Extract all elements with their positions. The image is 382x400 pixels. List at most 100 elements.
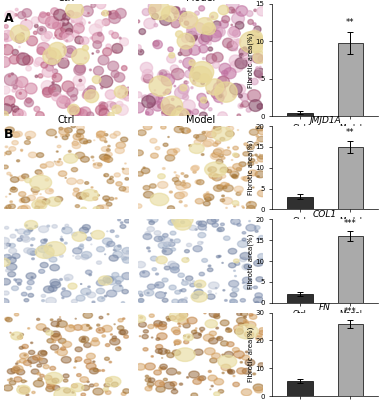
Circle shape bbox=[19, 192, 26, 196]
Bar bbox=[338, 324, 363, 396]
Circle shape bbox=[57, 319, 62, 322]
Circle shape bbox=[46, 50, 57, 59]
Circle shape bbox=[26, 286, 32, 290]
Circle shape bbox=[110, 134, 117, 138]
Circle shape bbox=[232, 288, 239, 292]
Circle shape bbox=[59, 56, 62, 58]
Circle shape bbox=[213, 62, 220, 68]
Circle shape bbox=[60, 18, 69, 26]
Circle shape bbox=[235, 328, 243, 334]
Circle shape bbox=[35, 246, 54, 258]
Circle shape bbox=[225, 352, 233, 357]
Circle shape bbox=[94, 191, 97, 192]
Circle shape bbox=[0, 56, 10, 67]
Circle shape bbox=[139, 336, 141, 337]
Circle shape bbox=[0, 298, 9, 305]
Circle shape bbox=[9, 244, 15, 248]
Circle shape bbox=[52, 87, 55, 90]
Circle shape bbox=[253, 373, 256, 375]
Circle shape bbox=[180, 114, 183, 116]
Circle shape bbox=[210, 26, 223, 38]
Circle shape bbox=[84, 57, 87, 59]
Circle shape bbox=[105, 357, 109, 360]
Circle shape bbox=[248, 170, 257, 176]
Circle shape bbox=[16, 369, 25, 375]
Circle shape bbox=[202, 258, 207, 262]
Circle shape bbox=[35, 58, 44, 65]
Circle shape bbox=[222, 198, 233, 204]
Circle shape bbox=[53, 290, 56, 292]
Circle shape bbox=[10, 177, 19, 182]
Circle shape bbox=[72, 100, 74, 102]
Circle shape bbox=[149, 386, 152, 388]
Circle shape bbox=[79, 107, 91, 117]
Circle shape bbox=[196, 180, 204, 185]
Circle shape bbox=[233, 175, 238, 179]
Circle shape bbox=[257, 176, 259, 177]
Circle shape bbox=[203, 201, 210, 206]
Circle shape bbox=[219, 154, 223, 157]
Circle shape bbox=[18, 52, 25, 59]
Circle shape bbox=[26, 394, 29, 396]
Circle shape bbox=[254, 26, 261, 32]
Circle shape bbox=[136, 45, 141, 50]
Circle shape bbox=[197, 242, 202, 245]
Circle shape bbox=[75, 36, 83, 44]
Circle shape bbox=[34, 61, 40, 66]
Circle shape bbox=[193, 80, 195, 81]
Circle shape bbox=[47, 384, 55, 389]
Circle shape bbox=[81, 252, 92, 258]
Y-axis label: Fibrotic area(%): Fibrotic area(%) bbox=[248, 140, 254, 195]
Circle shape bbox=[207, 131, 216, 138]
Circle shape bbox=[218, 390, 223, 393]
Circle shape bbox=[45, 16, 59, 28]
Circle shape bbox=[223, 236, 230, 240]
Circle shape bbox=[215, 140, 221, 144]
Circle shape bbox=[32, 391, 35, 394]
Circle shape bbox=[199, 35, 209, 45]
Circle shape bbox=[103, 48, 112, 56]
Circle shape bbox=[191, 330, 197, 334]
Circle shape bbox=[172, 267, 177, 271]
Circle shape bbox=[243, 282, 244, 284]
Circle shape bbox=[142, 8, 150, 16]
Circle shape bbox=[196, 284, 202, 287]
Circle shape bbox=[179, 326, 181, 327]
Circle shape bbox=[174, 126, 184, 133]
Circle shape bbox=[230, 299, 235, 303]
Circle shape bbox=[105, 90, 116, 99]
Circle shape bbox=[209, 338, 218, 344]
Circle shape bbox=[227, 342, 234, 347]
Circle shape bbox=[244, 331, 254, 338]
Circle shape bbox=[160, 15, 172, 26]
Circle shape bbox=[154, 236, 162, 242]
Circle shape bbox=[45, 188, 53, 194]
Circle shape bbox=[254, 9, 256, 12]
Circle shape bbox=[201, 331, 202, 332]
Circle shape bbox=[232, 219, 233, 220]
Circle shape bbox=[201, 97, 207, 103]
Circle shape bbox=[46, 379, 57, 386]
Circle shape bbox=[185, 297, 187, 299]
Circle shape bbox=[193, 109, 199, 114]
Circle shape bbox=[24, 248, 32, 253]
Circle shape bbox=[26, 98, 32, 103]
Circle shape bbox=[6, 264, 17, 270]
Circle shape bbox=[219, 20, 228, 28]
Circle shape bbox=[102, 156, 110, 161]
Circle shape bbox=[232, 39, 240, 46]
Circle shape bbox=[156, 386, 165, 392]
Circle shape bbox=[109, 255, 118, 261]
Circle shape bbox=[59, 127, 63, 130]
Circle shape bbox=[125, 163, 126, 164]
Circle shape bbox=[120, 285, 121, 286]
Circle shape bbox=[253, 384, 264, 391]
Circle shape bbox=[216, 159, 223, 164]
Circle shape bbox=[181, 221, 185, 224]
Circle shape bbox=[163, 234, 168, 237]
Circle shape bbox=[28, 328, 30, 329]
Circle shape bbox=[112, 44, 123, 53]
Circle shape bbox=[139, 300, 143, 303]
Circle shape bbox=[151, 356, 153, 357]
Circle shape bbox=[220, 320, 229, 326]
